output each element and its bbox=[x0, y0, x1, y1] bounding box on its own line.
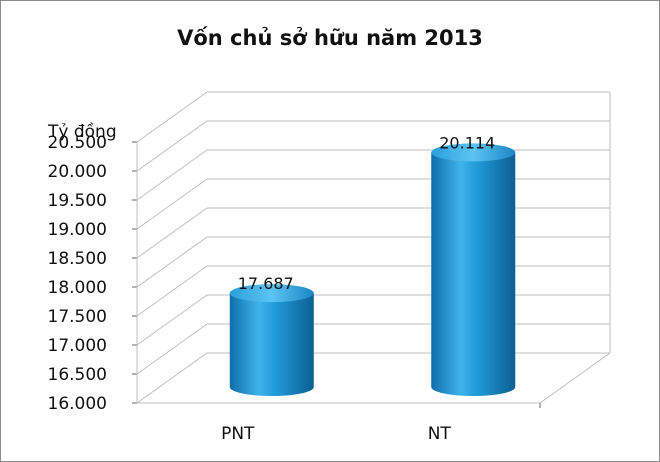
y-tick-label: 17.500 bbox=[48, 307, 107, 327]
y-axis-label: Tỷ đồng bbox=[47, 121, 117, 142]
y-tick-label: 18.500 bbox=[48, 249, 107, 269]
bar-top-nt bbox=[431, 143, 516, 162]
gridline bbox=[136, 236, 610, 288]
gridline bbox=[136, 91, 610, 143]
gridline bbox=[136, 265, 610, 317]
gridline bbox=[136, 120, 610, 172]
gridline bbox=[136, 323, 610, 375]
x-tick-label: PNT bbox=[221, 424, 255, 444]
floor-edge bbox=[137, 352, 611, 404]
gridline bbox=[136, 352, 610, 404]
gridline bbox=[136, 149, 610, 201]
gridline bbox=[136, 294, 610, 346]
bar-nt bbox=[431, 152, 516, 396]
y-tick-label: 19.000 bbox=[48, 220, 107, 240]
data-label: 20.114 bbox=[439, 133, 495, 152]
data-label: 17.687 bbox=[238, 274, 294, 293]
x-tick-label: NT bbox=[428, 424, 452, 444]
y-tick-label: 20.000 bbox=[48, 162, 107, 182]
y-tick-label: 16.500 bbox=[48, 365, 107, 385]
y-tick-label: 17.000 bbox=[48, 336, 107, 356]
chart-title: Vốn chủ sở hữu năm 2013 bbox=[177, 26, 483, 50]
bar-top-pnt bbox=[229, 284, 314, 303]
y-tick-label: 18.000 bbox=[48, 278, 107, 298]
gridline bbox=[136, 207, 610, 259]
y-tick-label: 19.500 bbox=[48, 191, 107, 211]
y-tick-label: 16.000 bbox=[48, 394, 107, 414]
gridline bbox=[136, 178, 610, 230]
bar-pnt bbox=[229, 293, 314, 396]
y-tick-label: 20.500 bbox=[48, 133, 107, 153]
